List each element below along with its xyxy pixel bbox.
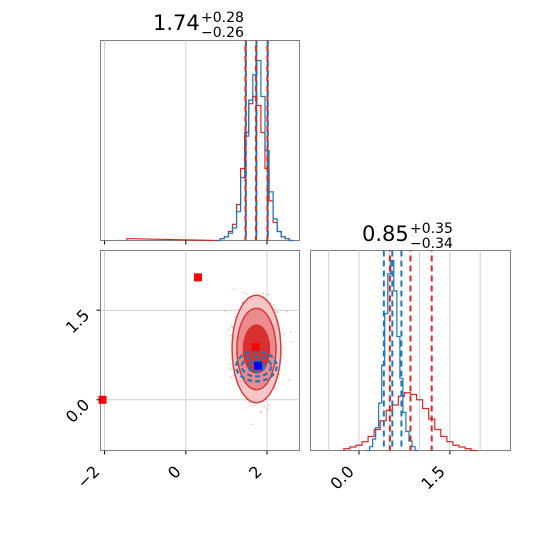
title-bottom-right-plus: +0.35 xyxy=(410,221,453,237)
scatter-point xyxy=(251,423,253,426)
scatter-point xyxy=(266,408,269,410)
truth-marker xyxy=(98,395,107,404)
scatter-point xyxy=(278,373,281,376)
scatter-point xyxy=(227,329,230,331)
scatter-point xyxy=(275,311,277,313)
title-bottom-right-value: 0.85 xyxy=(362,222,409,246)
scatter-point xyxy=(260,411,262,414)
scatter-point xyxy=(288,379,291,381)
scatter-point xyxy=(262,292,265,295)
scatter-point xyxy=(274,307,277,310)
title-top-left: 1.74 +0.28 −0.26 xyxy=(153,10,244,41)
scatter-point xyxy=(243,291,245,293)
hist-series-a-top xyxy=(216,59,294,242)
bottom-left-frame xyxy=(100,250,300,451)
y-tick-label: 0.0 xyxy=(62,395,93,426)
scatter-point xyxy=(230,325,233,328)
title-top-left-minus: −0.26 xyxy=(201,25,244,41)
scatter-point xyxy=(259,410,262,413)
scatter-point xyxy=(253,404,255,407)
scatter-point xyxy=(230,376,232,379)
scatter-point xyxy=(229,362,231,365)
title-top-left-plus: +0.28 xyxy=(201,10,244,26)
contour-series-a-level-3 xyxy=(235,350,278,383)
scatter-point xyxy=(231,326,234,328)
x-tick-label: −2 xyxy=(73,462,103,492)
title-top-left-value: 1.74 xyxy=(153,11,200,35)
scatter-point xyxy=(268,404,270,407)
scatter-point xyxy=(229,368,232,371)
scatter-point xyxy=(273,387,276,390)
scatter-point xyxy=(263,405,265,408)
scatter-point xyxy=(230,334,232,337)
contour-series-a-level-2 xyxy=(240,355,273,378)
scatter-point xyxy=(291,341,293,343)
scatter-point xyxy=(283,332,286,335)
scatter-point xyxy=(282,352,284,355)
truth-marker xyxy=(254,361,263,370)
title-bottom-right: 0.85 +0.35 −0.34 xyxy=(362,221,453,252)
truth-marker-layer xyxy=(98,273,263,404)
hist-series-b-right xyxy=(343,392,478,452)
scatter-point xyxy=(286,310,288,313)
y-tick-label: 1.5 xyxy=(62,306,93,337)
scatter-point xyxy=(267,293,270,296)
truth-marker xyxy=(251,343,260,352)
top-left-frame xyxy=(100,40,300,241)
histogram-layer xyxy=(126,59,478,452)
scatter-point xyxy=(284,347,286,350)
quantile-line-layer xyxy=(244,40,433,451)
top-left-panel xyxy=(100,40,300,241)
scatter-point xyxy=(246,293,248,296)
bottom-left-panel xyxy=(100,250,300,451)
x-tick-label: 0.0 xyxy=(326,462,357,493)
scatter-point xyxy=(276,311,279,314)
hist-series-b-top xyxy=(126,95,294,242)
scatter-point xyxy=(289,331,292,333)
title-bottom-right-minus: −0.34 xyxy=(410,236,453,252)
scatter-point xyxy=(233,288,235,290)
x-tick-label: 0 xyxy=(164,462,185,483)
x-tick-label: 2 xyxy=(245,462,266,483)
scatter-point xyxy=(233,316,236,319)
scatter-point xyxy=(249,405,251,407)
x-tick-label: 1.5 xyxy=(417,462,448,493)
scatter-point xyxy=(223,310,226,312)
scatter-point xyxy=(273,304,275,307)
truth-marker xyxy=(193,273,202,282)
